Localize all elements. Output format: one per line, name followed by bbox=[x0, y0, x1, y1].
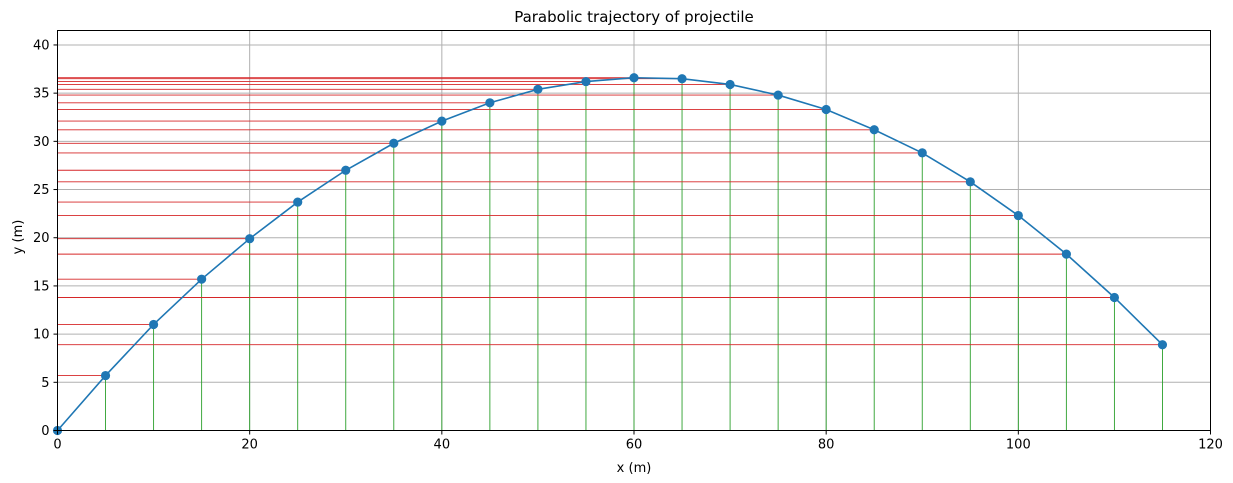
x-tick-label: 120 bbox=[1198, 438, 1223, 453]
data-point bbox=[629, 73, 639, 83]
x-tick-label: 80 bbox=[818, 438, 835, 453]
y-tick-label: 40 bbox=[33, 38, 50, 53]
data-point bbox=[148, 319, 159, 330]
data-series bbox=[52, 73, 1168, 436]
x-tick-label: 20 bbox=[241, 438, 258, 453]
y-tick-label: 0 bbox=[41, 424, 49, 439]
y-tick-label: 30 bbox=[33, 135, 50, 150]
chart-title: Parabolic trajectory of projectile bbox=[514, 8, 754, 26]
data-point bbox=[965, 177, 975, 187]
data-point bbox=[1109, 292, 1120, 303]
data-point bbox=[917, 148, 927, 158]
y-tick-label: 35 bbox=[33, 87, 50, 102]
x-tick-label: 100 bbox=[1006, 438, 1031, 453]
data-point bbox=[1061, 249, 1071, 259]
x-tick-label: 0 bbox=[53, 438, 61, 453]
data-point bbox=[1157, 340, 1168, 350]
data-point bbox=[100, 370, 111, 381]
y-axis-label: y (m) bbox=[11, 220, 26, 255]
data-point bbox=[533, 84, 543, 94]
y-tick-label: 20 bbox=[33, 231, 50, 246]
x-axis-label: x (m) bbox=[617, 461, 652, 476]
axes: 0 20 40 60 80 100 120 0 5 10 15 20 25 30 35 40 bbox=[33, 30, 1223, 453]
data-point bbox=[389, 138, 399, 148]
data-point bbox=[341, 165, 351, 175]
data-point bbox=[197, 274, 207, 284]
data-point bbox=[485, 98, 495, 108]
data-point bbox=[1013, 210, 1023, 221]
data-point bbox=[245, 234, 255, 244]
data-point bbox=[773, 90, 783, 100]
x-tick-label: 60 bbox=[626, 438, 643, 453]
y-tick-label: 15 bbox=[33, 279, 50, 294]
data-point bbox=[677, 74, 687, 84]
trajectory-line bbox=[56, 76, 1164, 432]
data-point bbox=[869, 125, 879, 135]
y-tick-label: 10 bbox=[33, 328, 50, 343]
data-point bbox=[437, 116, 447, 126]
data-point bbox=[725, 79, 735, 90]
data-point bbox=[821, 104, 831, 115]
data-point bbox=[581, 76, 591, 87]
y-tick-label: 25 bbox=[33, 183, 50, 198]
data-point bbox=[293, 197, 303, 207]
guide-lines bbox=[57, 77, 1163, 431]
x-tick-label: 40 bbox=[434, 438, 451, 453]
y-tick-label: 5 bbox=[41, 376, 49, 391]
